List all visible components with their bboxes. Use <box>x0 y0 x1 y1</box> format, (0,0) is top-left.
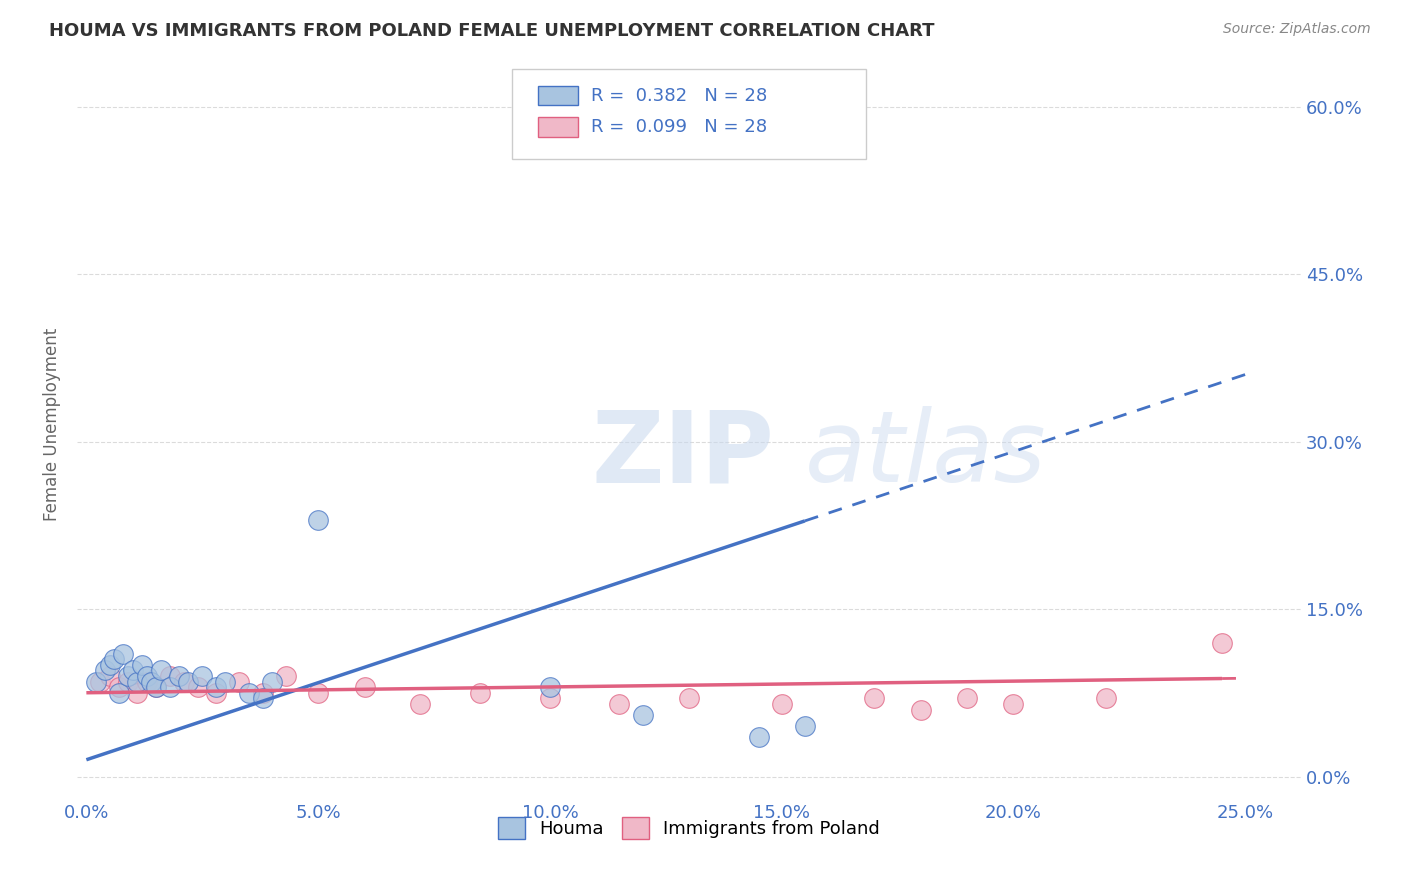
Point <box>260 674 283 689</box>
Point <box>173 674 195 689</box>
Point <box>228 674 250 689</box>
Point <box>770 697 793 711</box>
Point <box>145 680 167 694</box>
Point <box>145 680 167 694</box>
Point <box>1095 691 1118 706</box>
Point <box>863 691 886 706</box>
Point <box>205 686 228 700</box>
Text: R =  0.099   N = 28: R = 0.099 N = 28 <box>591 118 768 136</box>
Point <box>127 686 149 700</box>
FancyBboxPatch shape <box>512 70 866 159</box>
Point <box>631 708 654 723</box>
Text: HOUMA VS IMMIGRANTS FROM POLAND FEMALE UNEMPLOYMENT CORRELATION CHART: HOUMA VS IMMIGRANTS FROM POLAND FEMALE U… <box>49 22 935 40</box>
Point <box>793 719 815 733</box>
Point <box>274 669 297 683</box>
Point <box>121 664 143 678</box>
Point <box>678 691 700 706</box>
Point <box>117 674 139 689</box>
Point <box>205 680 228 694</box>
Point <box>149 664 172 678</box>
Point <box>84 674 107 689</box>
Point <box>747 731 769 745</box>
Point <box>1211 635 1233 649</box>
Point <box>131 657 153 672</box>
Point <box>89 674 111 689</box>
Point <box>956 691 979 706</box>
Point <box>103 652 125 666</box>
Point <box>108 686 131 700</box>
Point <box>98 669 121 683</box>
Point <box>409 697 432 711</box>
Point <box>252 691 274 706</box>
Point <box>538 680 561 694</box>
Text: atlas: atlas <box>806 406 1047 503</box>
Point <box>1002 697 1025 711</box>
Bar <box>538 86 578 105</box>
Point <box>470 686 492 700</box>
Point <box>910 702 932 716</box>
Point <box>127 674 149 689</box>
Point <box>191 669 214 683</box>
Point <box>177 674 200 689</box>
Text: Source: ZipAtlas.com: Source: ZipAtlas.com <box>1223 22 1371 37</box>
Point <box>252 686 274 700</box>
Point <box>353 680 375 694</box>
Point <box>108 680 131 694</box>
Point <box>135 674 157 689</box>
Point <box>117 669 139 683</box>
Point <box>187 680 209 694</box>
Point <box>159 669 181 683</box>
Point <box>238 686 260 700</box>
Point <box>609 697 631 711</box>
Point <box>307 686 329 700</box>
Point <box>94 664 117 678</box>
Point <box>135 669 157 683</box>
Point <box>159 680 181 694</box>
Text: ZIP: ZIP <box>591 406 773 503</box>
Point <box>538 691 561 706</box>
Point <box>214 674 236 689</box>
Text: R =  0.382   N = 28: R = 0.382 N = 28 <box>591 87 768 104</box>
Point <box>98 657 121 672</box>
Point <box>307 513 329 527</box>
Y-axis label: Female Unemployment: Female Unemployment <box>44 328 60 522</box>
Bar <box>538 117 578 136</box>
Point <box>141 674 163 689</box>
Point <box>167 669 190 683</box>
Legend: Houma, Immigrants from Poland: Houma, Immigrants from Poland <box>491 809 887 846</box>
Point <box>112 647 135 661</box>
